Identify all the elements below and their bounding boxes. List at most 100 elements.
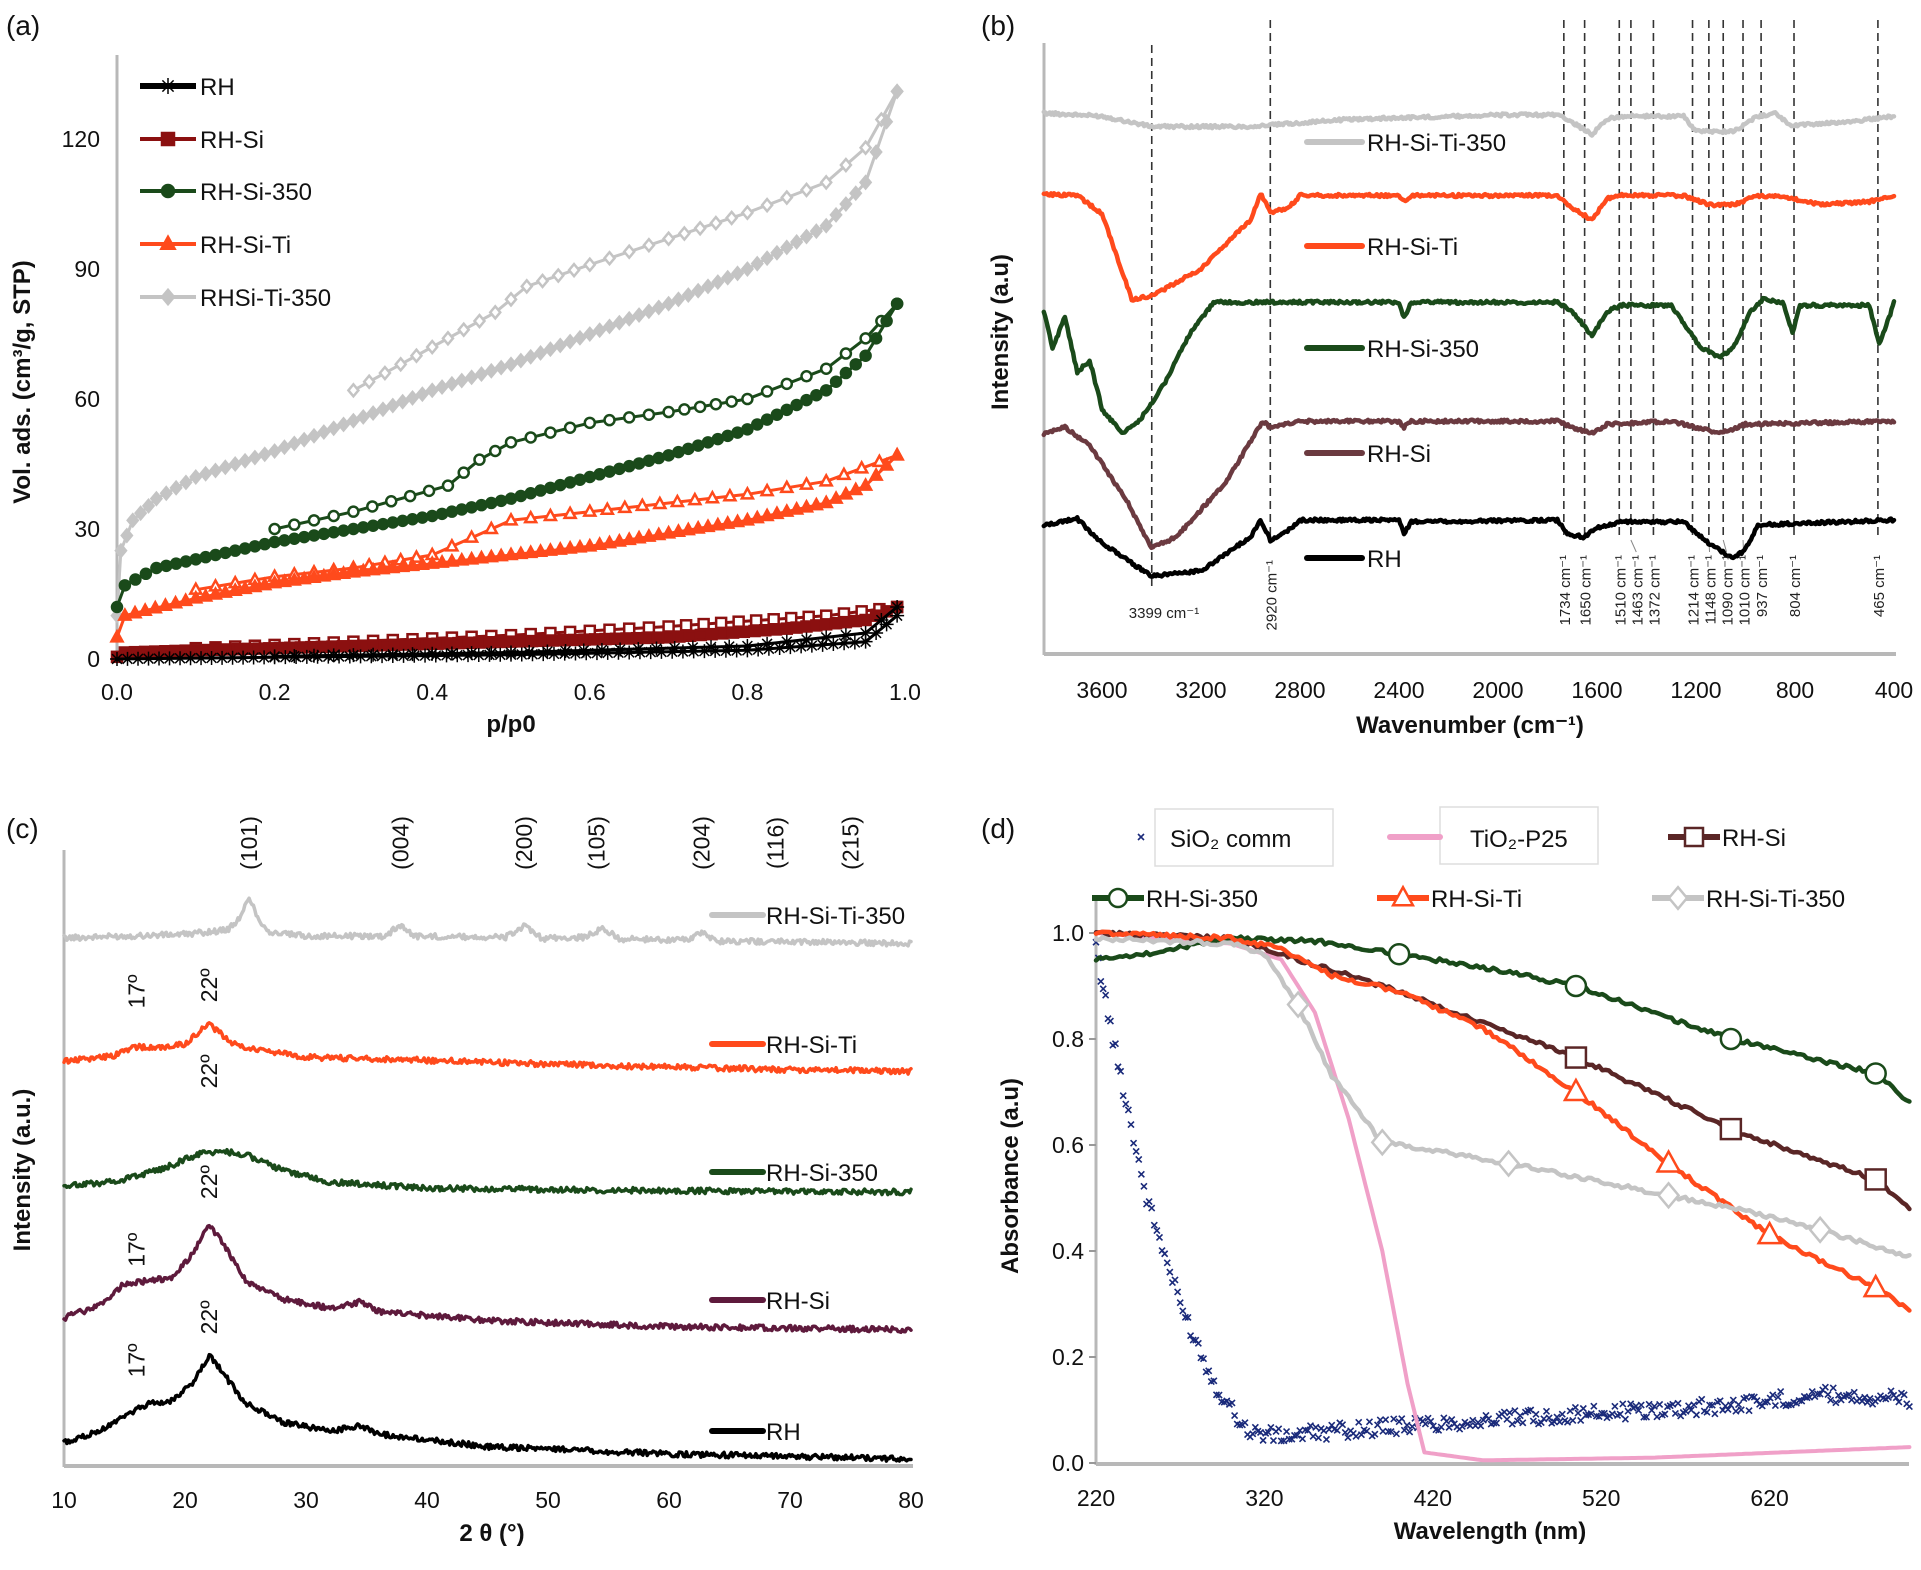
y-tick-label: 0.8 [1052,1026,1084,1052]
data-marker [1373,1421,1382,1429]
desorption-marker [839,157,853,173]
desorption-marker [409,347,424,364]
legend-label: RH-Si-Ti-350 [1367,130,1506,157]
adsorption-marker [716,627,729,640]
adsorption-marker [760,250,774,267]
adsorption-marker [435,379,449,396]
spectrum-line [1094,931,1912,1463]
adsorption-marker [368,639,381,652]
adsorption-marker [461,648,476,663]
angle-label: 22º [196,1054,222,1089]
y-tick-label: 60 [74,386,100,412]
adsorption-marker [809,223,823,240]
adsorption-marker [579,646,594,661]
angle-label: 17º [124,974,150,1009]
data-marker [1174,1288,1182,1296]
adsorption-marker [415,386,429,403]
adsorption-marker [494,359,508,376]
adsorption-marker [654,644,669,659]
legend-item [1387,806,1599,865]
adsorption-marker [631,529,647,544]
legend-marker [1107,887,1129,909]
adsorption-marker [473,636,486,649]
x-tick-label: 0.6 [574,679,606,705]
adsorption-marker [601,534,618,549]
x-tick-label: 420 [1414,1485,1452,1511]
adsorption-marker [257,650,272,665]
adsorption-marker [730,265,745,282]
data-marker [1215,1391,1223,1399]
desorption-marker [441,479,455,492]
adsorption-marker [739,511,756,526]
legend-item [140,78,196,94]
series-rh-si-ti [109,446,905,643]
desorption-marker [800,370,813,383]
data-marker [1363,1427,1371,1435]
adsorption-marker [418,648,433,663]
adsorption-marker [389,638,402,652]
data-marker [1106,1017,1114,1025]
data-marker [1864,1062,1887,1085]
legend-marker [1667,885,1689,911]
desorption-marker [503,511,519,526]
adsorption-marker [858,174,873,191]
panel-label: (b) [981,10,1015,41]
adsorption-marker [147,599,163,614]
data-marker [1277,1437,1285,1445]
data-marker [1382,1416,1390,1424]
series-rh-si-ti [62,1021,913,1076]
desorption-marker [679,619,693,632]
desorption-marker [667,641,682,656]
adsorption-marker [790,621,803,634]
adsorption-marker [364,649,379,664]
x-tick-label: 60 [656,1487,682,1513]
data-marker [1466,1422,1474,1430]
adsorption-marker [819,217,833,234]
adsorption-marker [248,449,262,466]
adsorption-marker [810,388,823,402]
adsorption-marker [701,436,715,449]
adsorption-marker [169,557,183,570]
legend-label: RH-Si-350 [766,1160,878,1187]
adsorption-marker [525,634,539,648]
desorption-marker [535,272,550,289]
data-marker [1236,1421,1244,1429]
adsorption-marker [306,569,322,584]
data-marker [1727,1401,1735,1409]
series-rhsi-ti-350 [110,83,904,624]
adsorption-marker [769,505,785,520]
desorption-marker [542,507,559,522]
adsorption-marker [652,299,666,316]
desorption-marker [662,620,675,633]
desorption-marker [520,278,534,295]
desorption-marker [288,518,301,531]
adsorption-marker [173,651,188,666]
adsorption-marker [435,507,449,521]
y-axis-label: Absorbance (a.u) [997,1078,1024,1274]
desorption-marker [524,431,537,444]
y-tick-label: 0.2 [1052,1344,1084,1370]
data-marker [1251,1423,1259,1431]
data-marker [1264,1428,1272,1436]
adsorption-marker [750,255,764,272]
adsorption-marker [808,496,824,511]
pattern-line [62,1147,913,1197]
data-marker [1653,1413,1661,1421]
adsorption-marker [632,457,646,470]
peak-leader [1630,539,1637,553]
data-marker [1553,1413,1561,1421]
adsorption-marker [189,553,203,566]
data-marker [1537,1418,1545,1427]
series-rh-si-ti [1041,191,1897,303]
data-marker [1650,1402,1658,1410]
data-marker [1390,1415,1398,1423]
adsorption-marker [567,633,581,647]
series-rh-si [1041,417,1897,551]
adsorption-marker [592,536,608,550]
pattern-line [62,1223,913,1335]
data-marker [1228,1399,1236,1407]
adsorption-marker [609,632,623,646]
data-marker [1513,1417,1522,1425]
adsorption-marker [162,651,177,666]
x-tick-label: 2000 [1472,677,1523,703]
